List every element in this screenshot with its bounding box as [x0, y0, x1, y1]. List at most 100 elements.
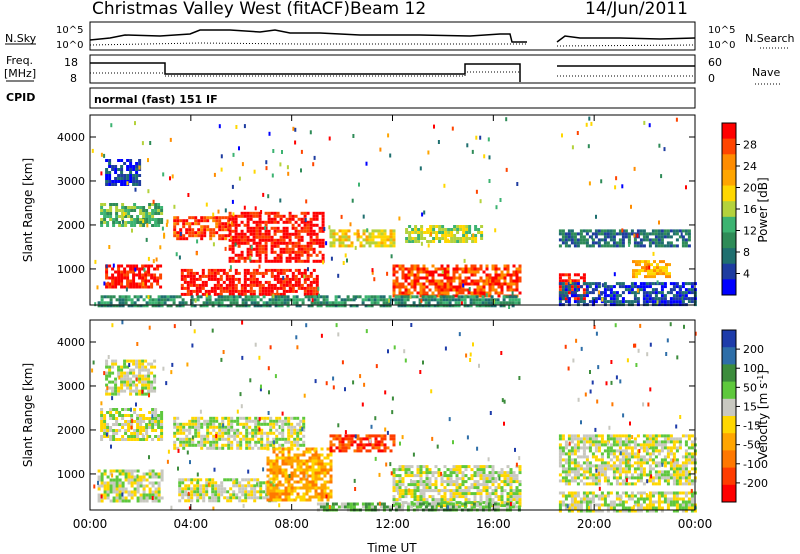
data-cell	[433, 295, 437, 299]
data-cell	[321, 220, 325, 224]
data-cell	[573, 235, 577, 239]
data-cell	[296, 416, 300, 420]
data-cell	[500, 273, 504, 277]
data-cell	[227, 443, 231, 447]
data-cell	[214, 493, 218, 497]
data-cell	[579, 229, 583, 233]
data-cell	[153, 386, 157, 390]
data-cell	[470, 270, 474, 274]
data-cell	[124, 475, 128, 479]
data-cell	[157, 472, 161, 476]
data-cell	[567, 232, 571, 236]
data-cell	[181, 490, 185, 494]
data-cell	[299, 471, 303, 475]
data-cell	[276, 268, 280, 272]
data-cell	[561, 452, 565, 456]
data-cell	[573, 449, 577, 453]
data-cell	[618, 294, 622, 298]
data-cell	[642, 285, 646, 289]
data-cell	[114, 171, 118, 174]
data-cell	[234, 286, 238, 290]
freq-tick-high: 18	[64, 56, 78, 69]
data-cell	[296, 495, 300, 499]
data-cell	[421, 295, 425, 299]
data-cell	[413, 486, 417, 490]
data-cell	[341, 238, 345, 242]
data-cell	[109, 206, 113, 209]
data-cell	[462, 231, 466, 234]
data-cell	[488, 282, 492, 286]
data-cell	[302, 425, 306, 429]
data-cell	[582, 276, 586, 280]
data-cell	[154, 481, 158, 485]
data-cell	[514, 505, 518, 509]
data-cell	[275, 440, 279, 444]
data-cell	[597, 294, 601, 298]
data-cell	[258, 259, 262, 263]
data-cell	[567, 273, 571, 277]
data-cell	[297, 229, 301, 233]
data-cell	[293, 440, 297, 444]
data-cell	[267, 214, 271, 218]
data-cell	[159, 273, 163, 277]
data-cell	[284, 419, 288, 423]
data-cell	[254, 422, 258, 426]
data-cell	[156, 279, 160, 283]
data-cell	[307, 267, 309, 272]
data-cell	[690, 297, 694, 301]
data-cell	[221, 225, 225, 229]
data-cell	[100, 499, 104, 503]
data-cell	[252, 232, 256, 236]
data-cell	[591, 288, 595, 292]
data-cell	[320, 468, 324, 472]
data-cell	[648, 300, 652, 304]
data-cell	[635, 263, 638, 267]
data-cell	[621, 228, 624, 233]
data-cell	[258, 256, 262, 260]
freq-panel: Freq. [MHz] 18 8 Nave 60 0	[4, 54, 782, 85]
data-cell	[275, 453, 279, 457]
data-cell	[293, 489, 297, 493]
data-cell	[612, 297, 616, 301]
data-cell	[109, 499, 113, 503]
data-cell	[627, 300, 631, 304]
data-cell	[576, 232, 580, 236]
data-cell	[370, 301, 374, 305]
data-cell	[651, 291, 655, 295]
data-cell	[275, 468, 279, 472]
data-cell	[425, 468, 429, 472]
data-cell	[100, 435, 104, 438]
data-cell	[509, 279, 513, 283]
data-cell	[632, 275, 635, 279]
data-cell	[207, 271, 211, 275]
data-cell	[196, 298, 200, 302]
data-cell	[115, 484, 119, 488]
data-cell	[564, 452, 568, 456]
data-cell	[123, 285, 127, 289]
data-cell	[217, 298, 221, 302]
data-cell	[153, 365, 157, 369]
data-cell	[145, 493, 149, 497]
data-cell	[109, 481, 113, 485]
data-cell	[485, 495, 489, 499]
data-cell	[630, 232, 634, 236]
data-cell	[648, 282, 652, 286]
data-cell	[319, 502, 323, 506]
data-cell	[244, 490, 248, 494]
data-cell	[141, 273, 145, 277]
data-cell	[474, 240, 478, 243]
data-cell	[558, 464, 562, 468]
data-cell	[503, 477, 507, 481]
data-cell	[404, 489, 408, 493]
data-cell	[313, 295, 317, 299]
data-cell	[509, 498, 513, 502]
data-cell	[138, 362, 142, 366]
data-cell	[663, 235, 667, 239]
data-cell	[462, 234, 466, 237]
data-cell	[118, 499, 122, 503]
data-cell	[433, 505, 437, 509]
data-cell	[455, 285, 459, 289]
data-cell	[265, 301, 269, 305]
data-cell	[182, 222, 186, 226]
data-cell	[105, 362, 109, 366]
